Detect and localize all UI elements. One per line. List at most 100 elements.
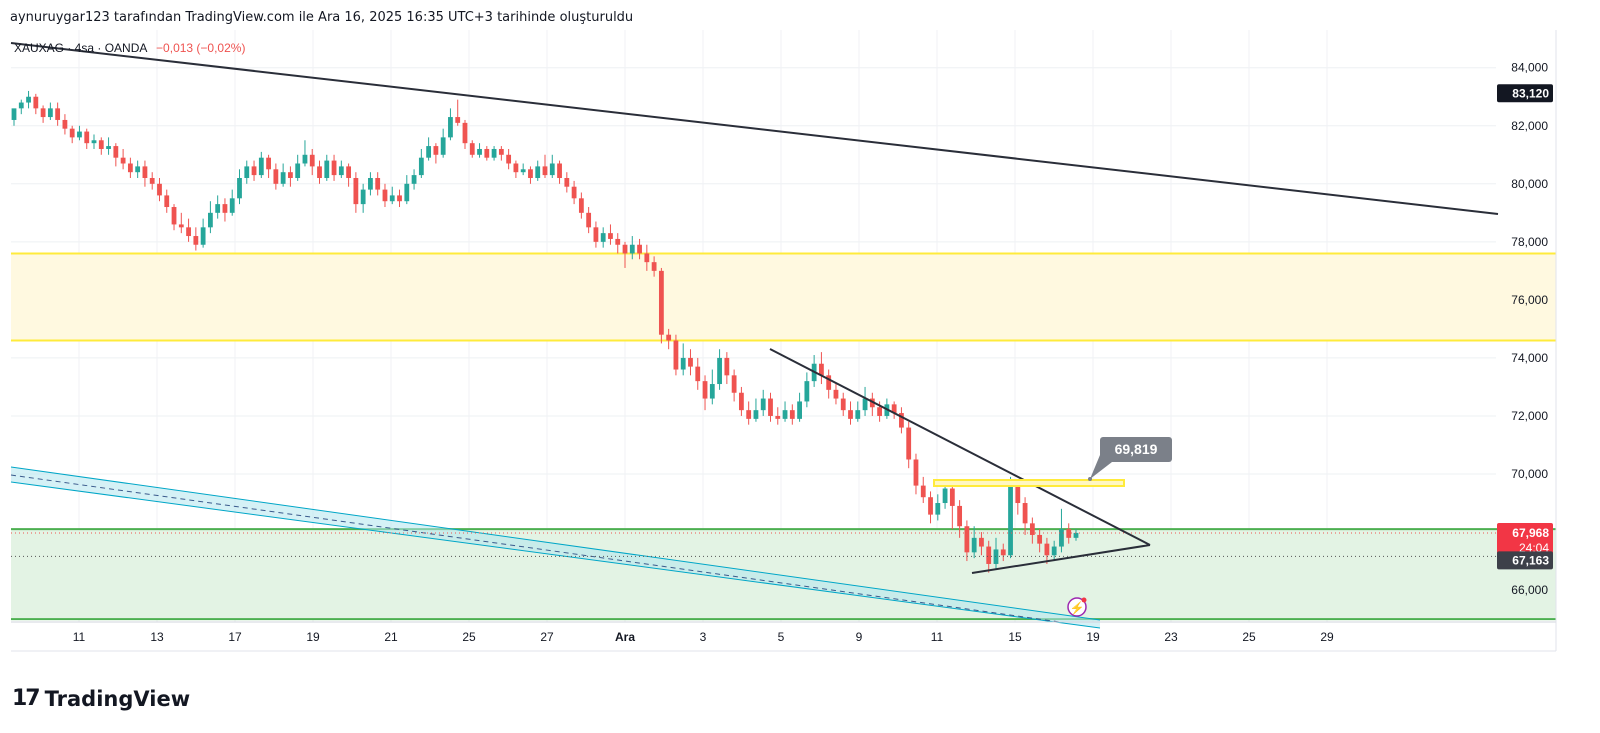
candle-body <box>528 169 533 178</box>
candle-body <box>288 172 293 178</box>
candle-body <box>18 102 24 109</box>
candle-body <box>389 195 395 202</box>
candle-body <box>477 148 482 155</box>
candle-body <box>324 160 330 178</box>
candle-body <box>673 340 679 370</box>
tradingview-logo[interactable]: 17 TradingView <box>12 686 190 711</box>
candle-body <box>593 227 599 242</box>
candle-body <box>462 122 468 144</box>
candle-body <box>702 381 708 399</box>
candle-body <box>717 357 722 385</box>
candle-body <box>622 244 628 254</box>
channel-fill <box>11 467 1100 628</box>
candle-body <box>1037 534 1043 544</box>
candle-body <box>397 195 402 202</box>
trendlines: 69,819 ⚡ <box>10 42 1499 617</box>
x-tick-label: 27 <box>540 630 554 644</box>
candle-body <box>753 410 759 419</box>
x-tick-label: 5 <box>778 630 785 644</box>
candle-body <box>251 166 257 176</box>
candle-body <box>848 410 853 419</box>
candle-body <box>1022 503 1028 524</box>
candle-body <box>229 198 235 213</box>
x-tick-label: Ara <box>615 630 635 644</box>
candle-body <box>149 178 155 184</box>
high-price-label: 83,120 <box>1512 86 1549 100</box>
candle-body <box>455 117 461 123</box>
candle-body <box>651 262 657 271</box>
candle-body <box>353 178 359 205</box>
candle-body <box>608 233 613 239</box>
candle-body <box>615 238 621 245</box>
candle-body <box>658 270 664 335</box>
candle-body <box>971 537 977 553</box>
y-tick-label: 74,000 <box>1511 351 1548 365</box>
candle-body <box>935 503 941 515</box>
candle-body <box>309 154 315 167</box>
candle-body <box>120 157 126 164</box>
x-tick-label: 23 <box>1164 630 1178 644</box>
candle-body <box>164 195 170 208</box>
candle-body <box>69 128 75 138</box>
x-tick-label: 17 <box>228 630 242 644</box>
low-price-label: 67,163 <box>1512 553 1549 567</box>
price-zones <box>11 252 1556 621</box>
symbol-name: XAUXAG · 4sa · OANDA <box>14 41 147 55</box>
candle-body <box>207 212 213 228</box>
candle-body <box>157 183 162 196</box>
candle-body <box>200 227 206 245</box>
candle-body <box>266 157 271 170</box>
x-tick-label: 29 <box>1320 630 1334 644</box>
candle-body <box>804 381 810 402</box>
y-tick-label: 82,000 <box>1511 119 1548 133</box>
candle-body <box>1000 549 1006 556</box>
candle-body <box>135 166 141 173</box>
candle-body <box>840 398 846 411</box>
y-tick-label: 78,000 <box>1511 235 1548 249</box>
candle-body <box>891 404 897 414</box>
candle-body <box>1073 532 1079 538</box>
candle-body <box>237 178 242 199</box>
candle-body <box>375 178 381 190</box>
candle-body <box>55 108 61 120</box>
x-tick-label: 11 <box>73 630 86 644</box>
x-tick-label: 21 <box>384 630 398 644</box>
candle-body <box>186 227 191 237</box>
annotation-callout <box>1100 437 1172 462</box>
low-price-label-bg <box>1497 551 1553 570</box>
candle-body <box>215 204 221 213</box>
candle-body <box>571 186 577 199</box>
candle-body <box>338 166 344 176</box>
x-tick-label: 25 <box>462 630 476 644</box>
x-tick-label: 25 <box>1242 630 1256 644</box>
candle-body <box>913 459 919 486</box>
y-tick-label: 76,000 <box>1511 293 1548 307</box>
candle-body <box>586 212 592 228</box>
candle-body <box>942 488 948 504</box>
candle-body <box>775 415 781 419</box>
symbol-legend[interactable]: XAUXAG · 4sa · OANDA −0,013 (−0,02%) <box>14 41 245 55</box>
candle-body <box>746 410 752 419</box>
candle-body <box>1059 529 1064 547</box>
candle-body <box>826 375 832 390</box>
candle-body <box>600 233 606 242</box>
candle-body <box>113 146 119 158</box>
candle-body <box>448 117 453 138</box>
candle-body <box>578 198 584 213</box>
candle-body <box>1066 529 1072 538</box>
candle-body <box>520 169 526 173</box>
candle-body <box>346 166 352 178</box>
candle-body <box>33 96 39 109</box>
candle-body <box>695 366 701 382</box>
chart-caption: aynuruygar123 tarafından TradingView.com… <box>10 10 634 25</box>
candle-body <box>433 146 439 155</box>
candle-body <box>171 207 177 225</box>
candle-body <box>986 546 992 564</box>
candle-body <box>426 146 432 158</box>
x-tick-label: 19 <box>1086 630 1100 644</box>
candle-body <box>928 497 933 515</box>
x-tick-label: 19 <box>306 630 320 644</box>
candle-body <box>440 137 446 155</box>
candle-body <box>819 363 824 376</box>
